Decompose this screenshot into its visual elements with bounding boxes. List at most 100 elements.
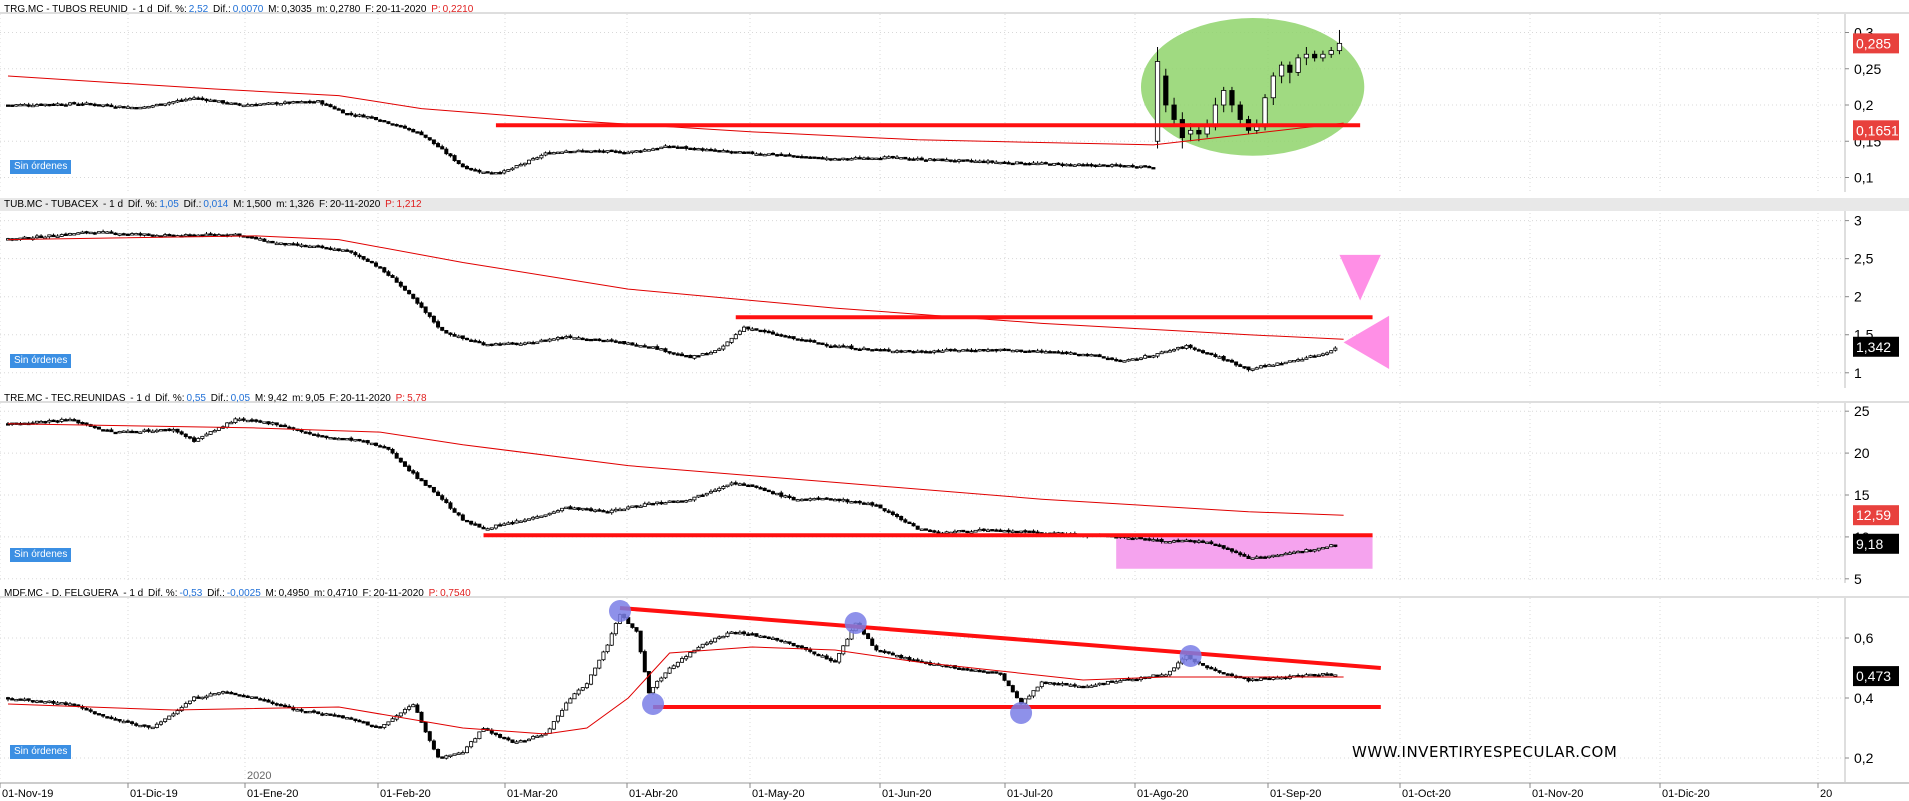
candle	[560, 710, 565, 717]
candle	[895, 654, 900, 658]
candle	[1126, 537, 1131, 540]
candle	[965, 668, 970, 671]
candle	[1258, 556, 1263, 559]
candle	[1110, 357, 1115, 360]
candle	[659, 501, 664, 505]
candle	[646, 149, 651, 152]
candle	[1163, 75, 1169, 106]
candle	[626, 506, 631, 510]
candle	[605, 339, 610, 343]
candle	[1114, 681, 1119, 684]
candle	[597, 659, 602, 669]
candle	[1246, 366, 1251, 371]
candle	[283, 101, 288, 104]
candle	[721, 150, 726, 153]
candle	[733, 482, 738, 485]
candle	[402, 709, 407, 714]
candle	[150, 726, 155, 730]
candle	[675, 500, 680, 503]
candle	[101, 429, 106, 432]
candle	[390, 448, 395, 454]
x-tick-label: 01-Mar-20	[507, 788, 558, 800]
candle	[1089, 685, 1094, 688]
candle	[861, 157, 866, 160]
dif-pct-value: 0,55	[186, 393, 206, 404]
candle	[1035, 350, 1040, 353]
candle	[1010, 349, 1015, 353]
candle	[1056, 351, 1061, 354]
candle	[101, 714, 106, 717]
p-label: P:	[428, 588, 439, 599]
candle	[551, 721, 556, 730]
candle	[88, 709, 93, 712]
candle	[1242, 366, 1247, 369]
candle	[580, 687, 585, 691]
candle	[340, 715, 345, 719]
candle	[47, 103, 52, 107]
candle	[928, 158, 933, 161]
candle	[1014, 691, 1019, 699]
candle	[427, 484, 432, 488]
candle	[440, 495, 445, 500]
candle	[481, 526, 486, 530]
candle	[1081, 353, 1086, 357]
candle	[787, 641, 792, 644]
x-tick-label: 01-Oct-20	[1402, 788, 1451, 800]
candle	[514, 520, 519, 524]
orders-button-trg[interactable]: Sin órdenes	[10, 160, 72, 174]
candle	[1250, 368, 1255, 371]
candle	[1295, 57, 1301, 73]
candle	[659, 348, 664, 351]
candle	[117, 430, 122, 434]
candle	[80, 231, 85, 234]
orders-button-tre[interactable]: Sin órdenes	[10, 548, 72, 562]
candle	[84, 708, 89, 711]
candle	[68, 102, 73, 106]
candle	[708, 490, 713, 494]
candle	[221, 100, 226, 104]
candle	[320, 100, 325, 105]
ticker-name: MDF.MC - D. FELGUERA	[4, 588, 119, 599]
candle	[746, 484, 751, 487]
candle	[783, 641, 788, 644]
candle	[527, 738, 532, 742]
candle	[448, 502, 453, 509]
candle	[1081, 164, 1086, 167]
dif-pct-label: Dif. %:	[155, 393, 185, 404]
candle	[134, 233, 139, 236]
orders-button-mdf[interactable]: Sin órdenes	[10, 745, 72, 759]
candle	[51, 103, 56, 107]
orders-button-tub[interactable]: Sin órdenes	[10, 354, 72, 368]
candle	[386, 271, 391, 276]
candle	[460, 514, 465, 521]
candle	[977, 669, 982, 673]
candle	[932, 350, 937, 353]
candle	[88, 231, 93, 235]
candle	[961, 529, 966, 533]
candle	[92, 425, 97, 429]
pivot-marker	[642, 693, 665, 715]
candle	[957, 667, 962, 670]
candle	[55, 702, 60, 705]
candle	[436, 143, 441, 148]
candle	[1217, 356, 1222, 359]
candle	[899, 515, 904, 521]
candle	[307, 100, 312, 104]
candle	[510, 522, 515, 525]
candle	[555, 151, 560, 155]
candle	[1225, 673, 1230, 676]
candle	[340, 249, 345, 252]
candle	[890, 350, 895, 354]
candle	[754, 153, 759, 156]
candle	[597, 338, 602, 342]
candle	[1229, 548, 1234, 552]
candle	[1134, 358, 1139, 361]
candle	[518, 343, 523, 346]
candle	[378, 266, 383, 269]
candle	[837, 498, 842, 502]
candle	[589, 508, 594, 512]
candle	[630, 342, 635, 346]
candle	[179, 99, 184, 102]
candle	[721, 486, 726, 489]
